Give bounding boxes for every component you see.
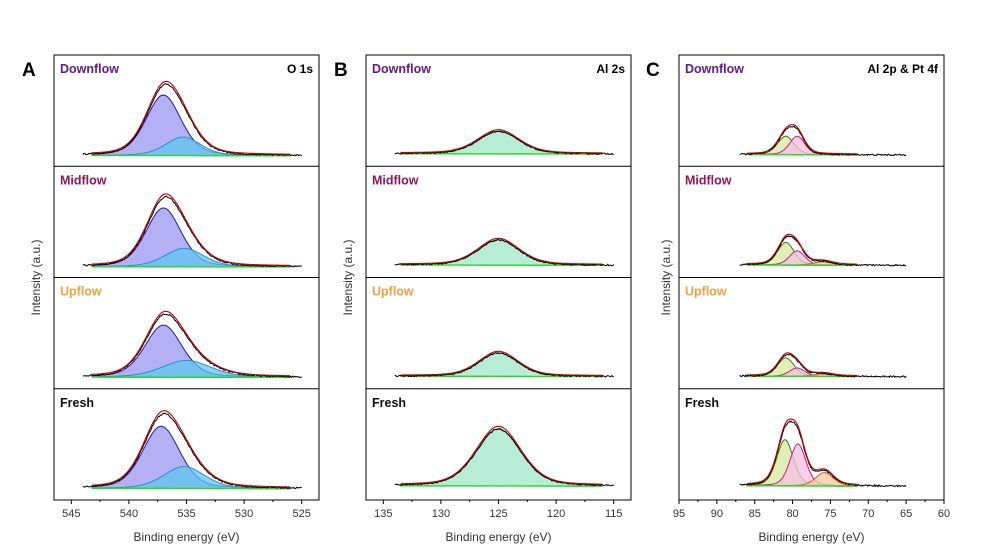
sample-label-upflow: Upflow [60,285,102,299]
x-tick-label: 70 [862,508,874,520]
x-tick-label: 85 [749,508,761,520]
panel-b: B Intensity (a.u.) Binding energy (eV) Down… [334,54,632,544]
spectrum-downflow [82,80,303,157]
envelope-line [400,350,603,376]
x-tick-label: 80 [786,508,798,520]
spectrum-fresh [739,418,907,488]
y-axis-title: Intensity (a.u.) [29,239,43,315]
spectrum-upflow [394,350,614,378]
panel-a: A Intensity (a.u.) Binding energy (eV) Down… [22,54,320,544]
envelope-line [747,418,857,485]
x-tick-label: 60 [938,508,950,520]
raw-data-line [394,130,614,156]
panel-letter: B [334,60,348,81]
x-tick-label: 115 [605,508,623,520]
panel-c: C Intensity (a.u.) Binding energy (eV) Down… [646,54,950,544]
envelope-line [747,352,857,377]
x-tick-label: 120 [547,508,565,520]
x-tick-label: 95 [673,508,685,520]
fit-component-1 [400,239,603,266]
raw-data-line [394,352,614,378]
sample-label-downflow: Downflow [685,62,744,76]
raw-data-line [739,234,907,267]
region-label: O 1s [287,62,313,76]
region-label: Al 2s [596,62,625,76]
y-axis-title: Intensity (a.u.) [341,239,355,315]
raw-data-line [394,427,615,487]
fit-component-1 [400,428,603,487]
raw-data-line [739,420,907,488]
envelope-line [400,425,603,485]
envelope-line [91,80,291,155]
spectrum-upflow [739,352,907,379]
x-tick-label: 130 [432,508,450,520]
sample-label-fresh: Fresh [60,396,94,410]
sample-label-midflow: Midflow [60,173,107,187]
envelope-line [91,310,291,377]
raw-data-line [82,313,302,379]
x-tick-label: 525 [293,508,311,520]
x-tick-label: 65 [900,508,912,520]
region-label: Al 2p & Pt 4f [867,62,939,76]
x-axis-title: Binding energy (eV) [758,530,864,544]
raw-data-line [739,353,907,379]
x-tick-label: 90 [711,508,723,520]
sample-label-downflow: Downflow [60,62,119,76]
raw-data-line [82,412,302,490]
spectrum-downflow [739,124,907,157]
spectrum-midflow [82,193,302,268]
envelope-line [91,410,291,488]
envelope-line [747,124,857,155]
spectrum-midflow [394,237,615,267]
spectrum-midflow [739,233,907,267]
x-tick-label: 545 [62,508,80,520]
spectrum-upflow [82,310,302,379]
sample-label-fresh: Fresh [372,396,406,410]
envelope-line [747,233,857,265]
raw-data-line [739,125,907,157]
fit-component-1 [400,352,603,378]
fit-component-1 [400,130,603,155]
sample-label-midflow: Midflow [372,173,419,187]
x-tick-label: 75 [824,508,836,520]
envelope-line [400,129,603,154]
panel-letter: A [22,60,36,81]
sample-label-upflow: Upflow [685,285,727,299]
x-axis-title: Binding energy (eV) [445,530,551,544]
x-tick-label: 530 [235,508,253,520]
y-axis-title: Intensity (a.u.) [659,239,673,315]
sample-label-midflow: Midflow [685,173,732,187]
sample-label-fresh: Fresh [685,396,719,410]
envelope-line [91,193,291,266]
x-tick-label: 135 [374,508,392,520]
spectrum-fresh [394,425,615,487]
envelope-line [400,237,603,265]
x-tick-label: 540 [120,508,138,520]
x-tick-label: 125 [489,508,507,520]
x-axis-title: Binding energy (eV) [133,530,239,544]
spectrum-downflow [394,129,614,156]
spectrum-fresh [82,410,302,490]
sample-label-downflow: Downflow [372,62,431,76]
panel-letter: C [646,60,660,81]
x-tick-label: 535 [177,508,195,520]
sample-label-upflow: Upflow [372,285,414,299]
